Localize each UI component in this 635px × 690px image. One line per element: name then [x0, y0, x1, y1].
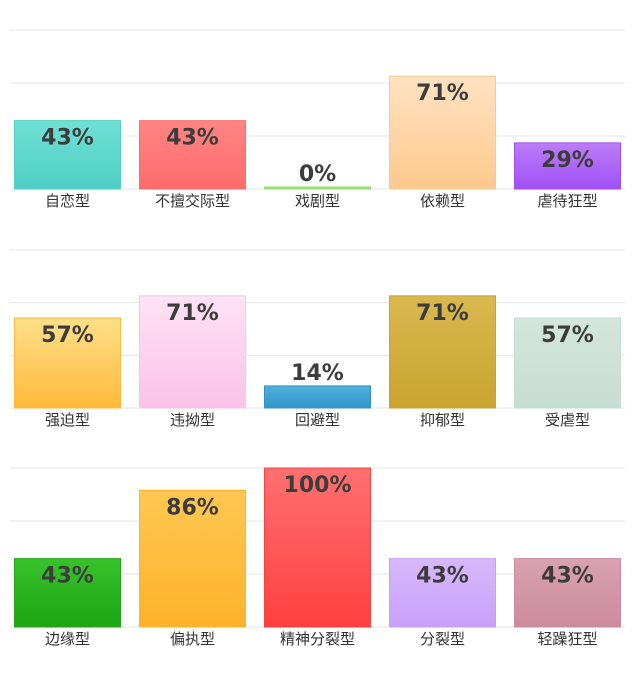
data-label: 43%: [416, 564, 469, 589]
data-label: 86%: [166, 495, 219, 520]
data-label: 0%: [299, 162, 336, 187]
category-label: 精神分裂型: [280, 630, 355, 648]
data-label: 71%: [416, 301, 469, 326]
bar: [14, 558, 121, 628]
bar: [264, 467, 371, 628]
bar: [264, 186, 371, 190]
category-label: 轻躁狂型: [537, 630, 597, 648]
bar: [139, 120, 246, 190]
chart-panel-1: 43% 自恋型 43% 不擅交际型 0% 戏剧型 71% 依赖型 29% 虐待狂型: [10, 29, 625, 210]
bar: [514, 558, 621, 628]
category-label: 边缘型: [45, 630, 90, 648]
data-label: 71%: [416, 81, 469, 106]
bar: [139, 489, 246, 628]
data-label: 43%: [41, 564, 94, 589]
bar: [389, 295, 496, 409]
category-label: 抑郁型: [420, 411, 465, 429]
category-label: 偏执型: [170, 630, 215, 648]
bar: [14, 317, 121, 409]
category-label: 违拗型: [170, 411, 215, 429]
bar: [514, 317, 621, 409]
category-label: 回避型: [295, 411, 340, 429]
data-label: 43%: [41, 126, 94, 151]
chart-panel-2: 57% 强迫型 71% 违拗型 14% 回避型 71% 抑郁型 57% 受虐型: [10, 249, 625, 429]
data-label: 29%: [541, 148, 594, 173]
bar: [139, 295, 246, 409]
bar: [389, 558, 496, 628]
category-label: 不擅交际型: [155, 192, 230, 210]
chart-panel-3: 43% 边缘型 86% 偏执型 100% 精神分裂型 43% 分裂型 43% 轻躁狂型: [10, 467, 625, 648]
bar: [514, 142, 621, 190]
category-label: 依赖型: [420, 192, 465, 210]
bar: [14, 120, 121, 190]
data-label: 71%: [166, 301, 219, 326]
category-label: 强迫型: [45, 411, 90, 429]
bar: [264, 385, 371, 409]
data-label: 57%: [41, 323, 94, 348]
category-label: 戏剧型: [295, 192, 340, 210]
bar: [389, 75, 496, 190]
data-label: 43%: [541, 564, 594, 589]
data-label: 57%: [541, 323, 594, 348]
category-label: 虐待狂型: [537, 192, 597, 210]
data-label: 43%: [166, 126, 219, 151]
category-label: 受虐型: [545, 411, 590, 429]
category-label: 分裂型: [420, 630, 465, 648]
data-label: 14%: [291, 361, 344, 386]
data-label: 100%: [284, 473, 352, 498]
category-label: 自恋型: [45, 192, 90, 210]
